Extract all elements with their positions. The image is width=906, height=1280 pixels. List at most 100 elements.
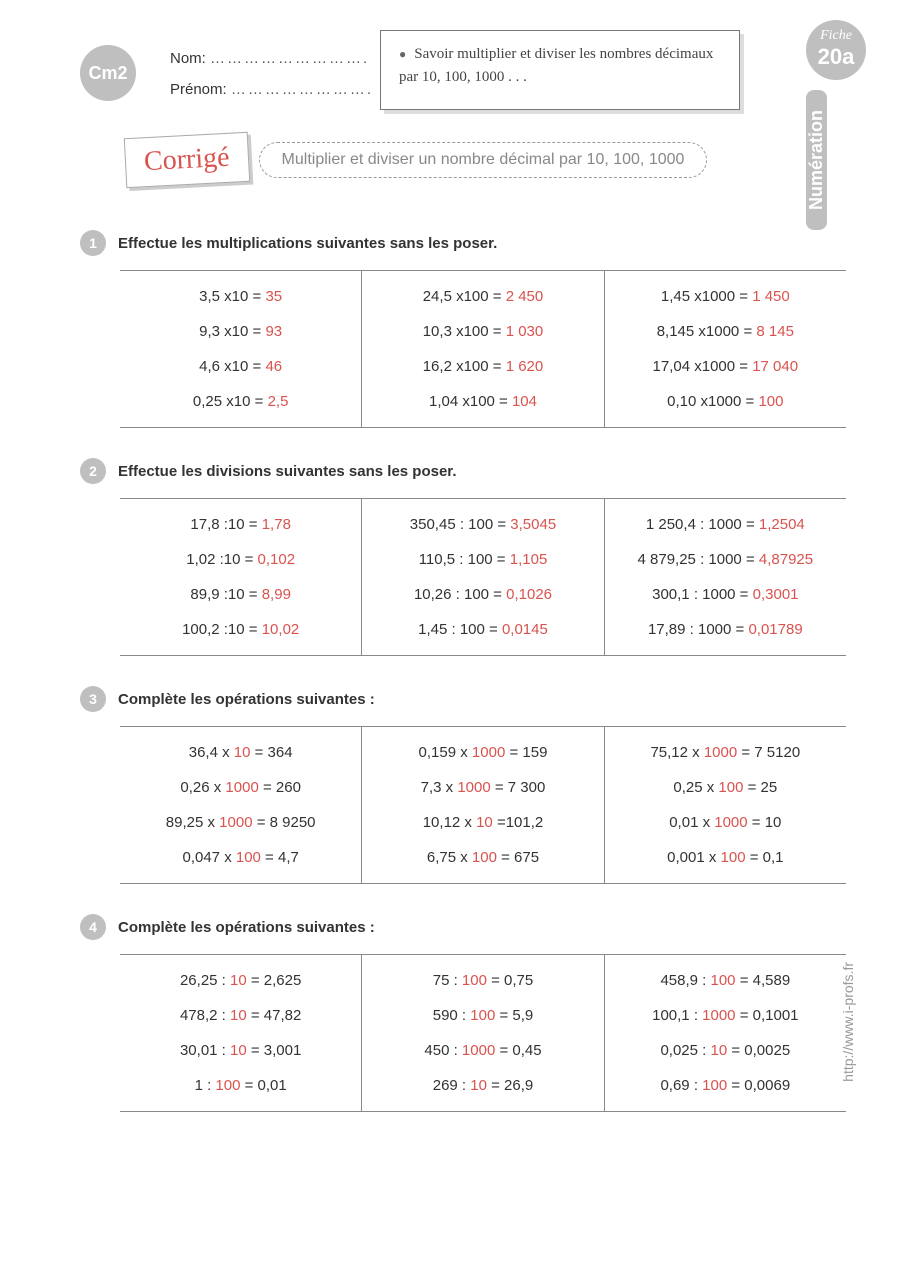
exercise-cell: 36,4 x 10 = 364: [126, 735, 355, 770]
exercise-number: 3: [80, 686, 106, 712]
answer: 100: [472, 849, 497, 866]
prefix: 450 :: [424, 1042, 462, 1059]
answer: 100: [711, 972, 736, 989]
question: 10,26 : 100 =: [414, 586, 506, 603]
exercise-3: 3 Complète les opérations suivantes : 36…: [80, 686, 866, 884]
suffix: = 4,589: [736, 972, 791, 989]
exercise-column: 26,25 : 10 = 2,625478,2 : 10 = 47,8230,0…: [120, 955, 361, 1111]
exercise-number: 4: [80, 914, 106, 940]
exercise-cell: 1,02 :10 = 0,102: [126, 542, 355, 577]
answer: 2,5: [268, 393, 289, 410]
question: 89,9 :10 =: [190, 586, 261, 603]
prefix: 0,26 x: [180, 779, 225, 796]
prefix: 0,25 x: [673, 779, 718, 796]
exercise-cell: 0,25 x 100 = 25: [611, 770, 840, 805]
exercise-column: 75,12 x 1000 = 7 51200,25 x 100 = 250,01…: [604, 727, 846, 883]
fiche-label: Fiche: [806, 28, 866, 44]
answer: 1000: [225, 779, 258, 796]
exercise-cell: 350,45 : 100 = 3,5045: [368, 507, 597, 542]
exercise-cell: 26,25 : 10 = 2,625: [126, 963, 355, 998]
exercise-cell: 17,04 x1000 = 17 040: [611, 349, 840, 384]
answer: 35: [265, 288, 282, 305]
exercise-column: 458,9 : 100 = 4,589100,1 : 1000 = 0,1001…: [604, 955, 846, 1111]
answer: 0,1026: [506, 586, 552, 603]
exercise-cell: 450 : 1000 = 0,45: [368, 1033, 597, 1068]
exercise-cell: 1,04 x100 = 104: [368, 384, 597, 419]
answer: 1000: [714, 814, 747, 831]
prefix: 89,25 x: [166, 814, 219, 831]
suffix: = 7 300: [491, 779, 546, 796]
answer: 46: [265, 358, 282, 375]
suffix: = 0,45: [495, 1042, 541, 1059]
answer: 3,5045: [510, 516, 556, 533]
answer: 1 620: [506, 358, 544, 375]
exercise-number: 1: [80, 230, 106, 256]
exercise-title: Complète les opérations suivantes :: [118, 919, 375, 936]
question: 4,6 x10 =: [199, 358, 265, 375]
answer: 104: [512, 393, 537, 410]
suffix: = 0,0025: [727, 1042, 790, 1059]
exercise-cell: 89,9 :10 = 8,99: [126, 577, 355, 612]
answer: 1000: [472, 744, 505, 761]
exercise-cell: 24,5 x100 = 2 450: [368, 279, 597, 314]
answer: 0,01789: [748, 621, 802, 638]
prefix: 30,01 :: [180, 1042, 230, 1059]
exercise-cell: 0,69 : 100 = 0,0069: [611, 1068, 840, 1103]
exercise-cell: 89,25 x 1000 = 8 9250: [126, 805, 355, 840]
question: 1,04 x100 =: [429, 393, 512, 410]
question: 1,45 : 100 =: [418, 621, 502, 638]
question: 17,04 x1000 =: [653, 358, 753, 375]
exercise-cell: 7,3 x 1000 = 7 300: [368, 770, 597, 805]
question: 1,45 x1000 =: [661, 288, 752, 305]
answer: 1,78: [262, 516, 291, 533]
exercise-column: 75 : 100 = 0,75590 : 100 = 5,9450 : 1000…: [361, 955, 603, 1111]
exercise-cell: 10,12 x 10 =101,2: [368, 805, 597, 840]
exercise-cell: 1,45 : 100 = 0,0145: [368, 612, 597, 647]
prefix: 0,025 :: [660, 1042, 710, 1059]
question: 350,45 : 100 =: [410, 516, 511, 533]
exercise-cell: 6,75 x 100 = 675: [368, 840, 597, 875]
exercise-title: Complète les opérations suivantes :: [118, 691, 375, 708]
prefix: 590 :: [433, 1007, 471, 1024]
exercise-cell: 478,2 : 10 = 47,82: [126, 998, 355, 1033]
answer: 100: [721, 849, 746, 866]
answer: 1000: [457, 779, 490, 796]
answer: 1000: [704, 744, 737, 761]
exercise-column: 350,45 : 100 = 3,5045110,5 : 100 = 1,105…: [361, 499, 603, 655]
question: 0,25 x10 =: [193, 393, 268, 410]
exercise-cell: 458,9 : 100 = 4,589: [611, 963, 840, 998]
question: 8,145 x1000 =: [657, 323, 757, 340]
exercise-cell: 100,2 :10 = 10,02: [126, 612, 355, 647]
exercise-cell: 4 879,25 : 1000 = 4,87925: [611, 542, 840, 577]
prefix: 478,2 :: [180, 1007, 230, 1024]
question: 17,89 : 1000 =: [648, 621, 749, 638]
answer: 10: [711, 1042, 728, 1059]
firstname-dots: …………………….: [231, 81, 373, 98]
exercise-cell: 0,01 x 1000 = 10: [611, 805, 840, 840]
answer: 1000: [462, 1042, 495, 1059]
answer: 0,3001: [753, 586, 799, 603]
suffix: = 0,01: [240, 1077, 286, 1094]
fiche-number: 20a: [806, 44, 866, 70]
answer: 0,102: [258, 551, 296, 568]
answer: 8,99: [262, 586, 291, 603]
exercise-cell: 9,3 x10 = 93: [126, 314, 355, 349]
question: 300,1 : 1000 =: [652, 586, 753, 603]
prefix: 7,3 x: [421, 779, 458, 796]
answer: 100: [470, 1007, 495, 1024]
exercise-cell: 10,3 x100 = 1 030: [368, 314, 597, 349]
question: 9,3 x10 =: [199, 323, 265, 340]
name-label: Nom:: [170, 50, 206, 67]
answer: 100: [718, 779, 743, 796]
exercise-column: 24,5 x100 = 2 45010,3 x100 = 1 03016,2 x…: [361, 271, 603, 427]
exercise-cell: 16,2 x100 = 1 620: [368, 349, 597, 384]
exercise-cell: 269 : 10 = 26,9: [368, 1068, 597, 1103]
exercise-column: 0,159 x 1000 = 1597,3 x 1000 = 7 30010,1…: [361, 727, 603, 883]
subject-tab: Numération: [806, 90, 827, 230]
exercise-cell: 30,01 : 10 = 3,001: [126, 1033, 355, 1068]
question: 100,2 :10 =: [182, 621, 262, 638]
firstname-label: Prénom:: [170, 81, 227, 98]
question: 10,3 x100 =: [423, 323, 506, 340]
worksheet-title: Multiplier et diviser un nombre décimal …: [259, 142, 708, 178]
question: 0,10 x1000 =: [667, 393, 758, 410]
